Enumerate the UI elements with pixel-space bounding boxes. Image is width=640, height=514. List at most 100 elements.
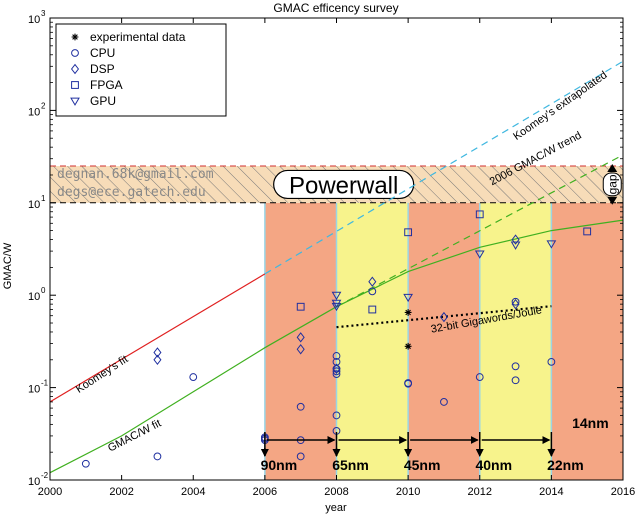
diamond-point-1-5 [368, 276, 377, 287]
circle-point-0-0 [81, 459, 90, 468]
diamond-point-1-6 [439, 311, 448, 323]
node-label-3: 40nm [475, 457, 512, 473]
square-point-2-2 [404, 228, 413, 237]
y-tick-label-0: 10 [28, 476, 40, 488]
x-tick-label-0: 2000 [38, 486, 62, 498]
data-points [81, 210, 592, 468]
x-tick-label-4: 2008 [324, 486, 348, 498]
circle-point-0-19 [440, 398, 448, 406]
diamond-point-1-8 [511, 234, 520, 245]
triangle-down-point-3-3 [403, 293, 413, 303]
circle-point-0-12 [332, 367, 341, 376]
x-tick-label-5: 2010 [396, 486, 420, 498]
circle-point-0-24 [547, 357, 556, 366]
trend-line-4 [336, 305, 552, 329]
diamond-point-1-3 [296, 332, 305, 343]
diamond-point-1-4 [332, 363, 341, 374]
circle-point-0-14 [332, 357, 341, 366]
legend-label-1: CPU [90, 46, 115, 60]
circle-point-0-22 [511, 362, 520, 371]
triangle-down-point-3-4 [474, 250, 485, 259]
powerwall-label-box [273, 169, 415, 200]
star-point-4-1 [404, 342, 412, 350]
node-label-0: 90nm [261, 457, 298, 473]
circle-point-0-20 [475, 373, 484, 381]
legend-marker-1 [71, 49, 79, 57]
x-tick-label-6: 2012 [468, 486, 492, 498]
circle-point-0-16 [368, 287, 377, 296]
square-point-2-3 [475, 210, 484, 219]
circle-point-0-8 [296, 402, 305, 411]
legend-label-3: FPGA [90, 78, 123, 92]
triangle-down-point-3-6 [546, 240, 557, 249]
circle-point-0-6 [296, 452, 305, 461]
gap-arrow-up [607, 164, 618, 173]
x-tick-label-1: 2002 [109, 486, 133, 498]
square-point-2-0 [296, 302, 305, 311]
y-tick-exponent-2: 0 [41, 286, 46, 295]
legend-label-4: GPU [90, 94, 116, 108]
diamond-point-1-7 [511, 298, 520, 310]
label-koomeys-extrapolated: Koomey's extrapolated [511, 69, 609, 143]
legend-marker-3 [71, 81, 79, 89]
gap-arrow-down [607, 196, 618, 205]
label-gmacw-fit: GMAC/W fit [106, 417, 163, 454]
square-point-2-1 [368, 305, 377, 314]
x-tick-label-2: 2004 [181, 486, 205, 498]
contact-line-0: degnan.68k@gmail.com [57, 167, 214, 182]
y-tick-label-4: 10 [28, 106, 40, 118]
contact-line-1: degs@ece.gatech.edu [57, 185, 206, 200]
circle-point-0-15 [332, 352, 341, 360]
circle-point-0-18 [404, 379, 413, 387]
node-region-2 [408, 202, 480, 481]
label-koomeys-fit: Koomey's fit [74, 353, 131, 396]
trend-line-0 [49, 273, 266, 403]
triangle-down-point-3-0 [331, 302, 342, 312]
circle-point-0-23 [511, 297, 520, 306]
node-regions [264, 202, 623, 481]
triangle-down-point-3-5 [510, 241, 521, 250]
axes: 2000 2002 2004 2006 2008 2010 2012 2014 201610-2… [28, 9, 635, 498]
legend-label-0: experimental data [90, 30, 186, 44]
x-tick-label-7: 2014 [539, 486, 563, 498]
legend-marker-4 [70, 97, 80, 106]
legend: experimental data CPU DSP FPGA GPU [55, 23, 227, 117]
node-region-4 [551, 202, 623, 481]
triangle-down-point-3-2 [331, 291, 342, 301]
powerwall-label: Powerwall [289, 172, 398, 199]
gap-box [602, 172, 622, 197]
gap-label: gap [605, 174, 619, 194]
y-axis-label: GMAC/W [2, 242, 14, 289]
node-label-5: 14nm [572, 415, 609, 431]
square-point-2-4 [583, 227, 592, 236]
chart-title: GMAC efficency survey [273, 1, 398, 15]
circle-point-0-2 [189, 373, 198, 381]
legend-marker-0 [71, 33, 79, 41]
y-tick-label-2: 10 [28, 291, 40, 303]
circle-point-0-1 [153, 452, 162, 461]
y-tick-exponent-1: -1 [41, 379, 49, 388]
trend-line-1 [264, 60, 624, 275]
x-tick-label-3: 2006 [253, 486, 277, 498]
legend-label-2: DSP [90, 62, 115, 76]
circle-point-0-10 [332, 411, 341, 420]
x-tick-label-8: 2016 [611, 486, 635, 498]
x-axis-label: year [325, 502, 347, 514]
node-label-4: 22nm [547, 457, 584, 473]
y-tick-label-3: 10 [28, 199, 40, 211]
circle-point-0-21 [511, 376, 520, 385]
legend-marker-2 [70, 63, 80, 75]
y-tick-exponent-4: 2 [41, 101, 46, 110]
trend-line-3 [336, 154, 624, 308]
node-region-1 [336, 202, 409, 481]
technology-nodes: 90nm 65nm 45nm 40nm 22nm 14nm [261, 415, 609, 473]
diamond-point-1-0 [153, 354, 162, 366]
y-tick-exponent-0: -2 [41, 471, 49, 480]
diamond-point-1-2 [296, 344, 305, 355]
diamond-point-1-1 [153, 347, 162, 358]
triangle-down-point-3-1 [331, 299, 342, 309]
y-tick-exponent-5: 3 [41, 9, 46, 18]
legend-box [55, 23, 227, 117]
star-point-4-0 [404, 309, 412, 316]
node-label-1: 65nm [332, 457, 369, 473]
